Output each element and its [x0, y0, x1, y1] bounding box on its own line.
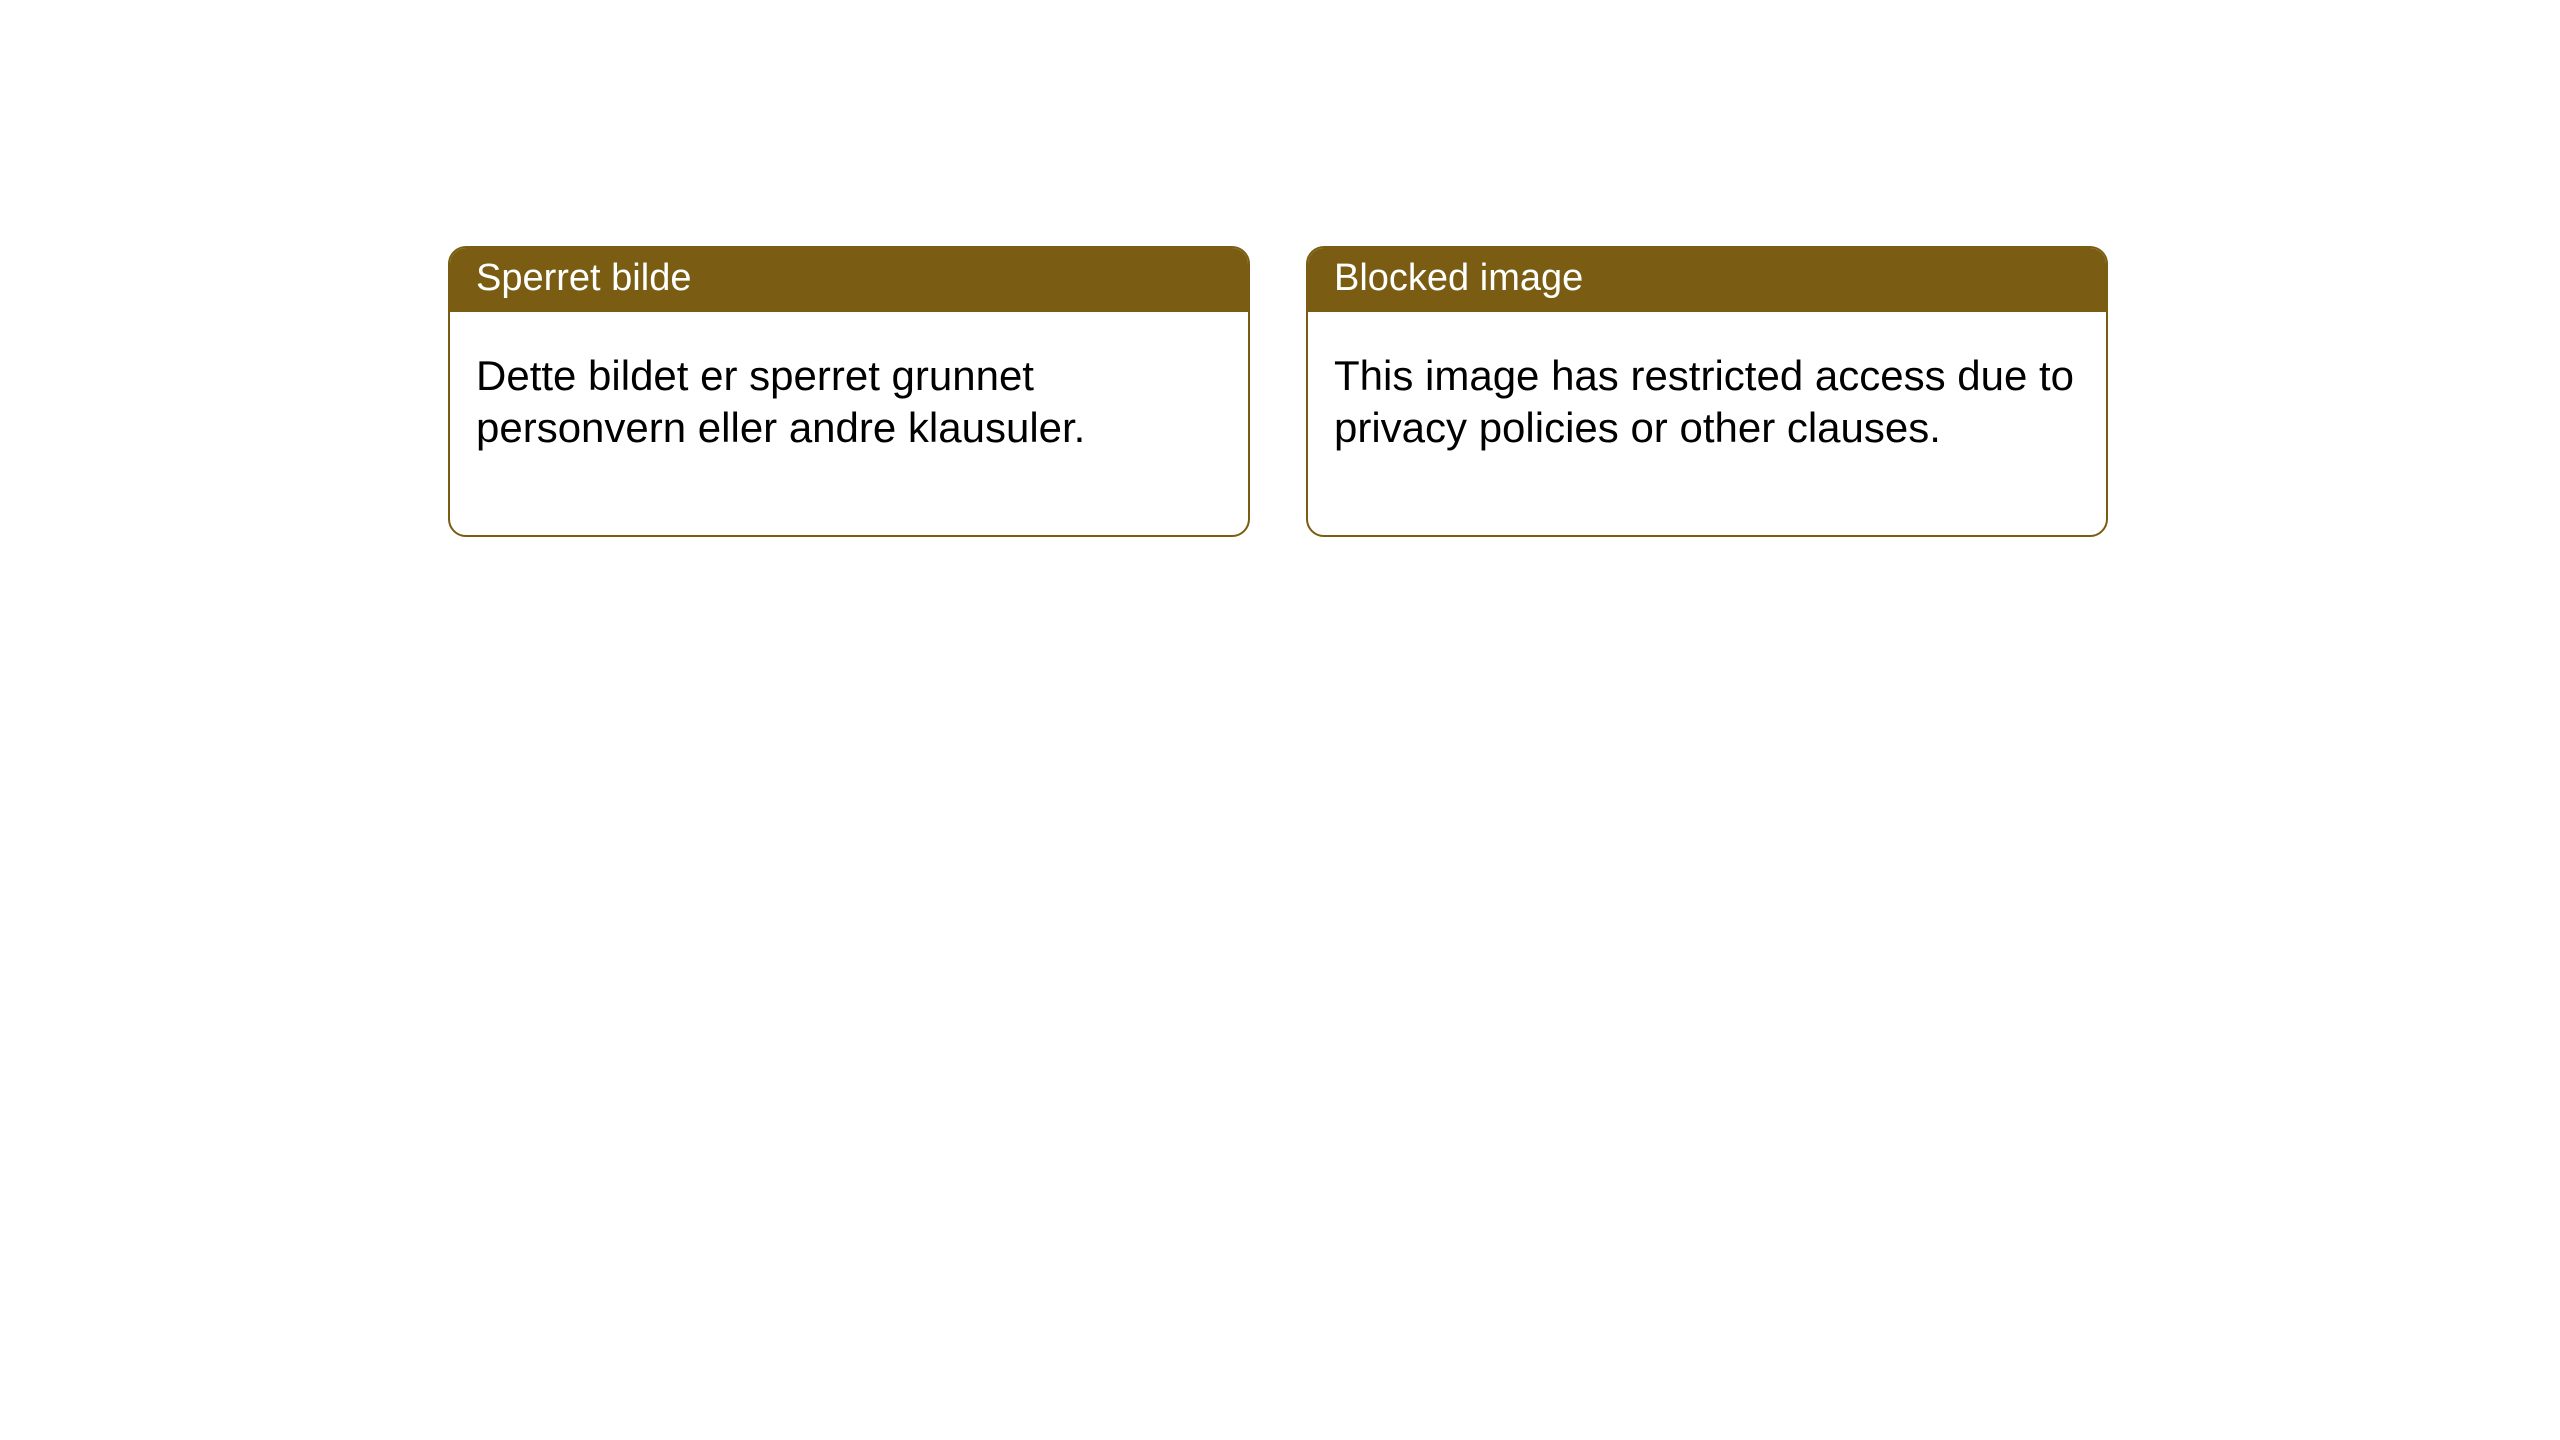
- card-header: Sperret bilde: [450, 248, 1248, 312]
- cards-container: Sperret bilde Dette bildet er sperret gr…: [448, 246, 2108, 537]
- card-body: This image has restricted access due to …: [1308, 312, 2106, 535]
- card-norwegian: Sperret bilde Dette bildet er sperret gr…: [448, 246, 1250, 537]
- card-english: Blocked image This image has restricted …: [1306, 246, 2108, 537]
- card-body: Dette bildet er sperret grunnet personve…: [450, 312, 1248, 535]
- card-header: Blocked image: [1308, 248, 2106, 312]
